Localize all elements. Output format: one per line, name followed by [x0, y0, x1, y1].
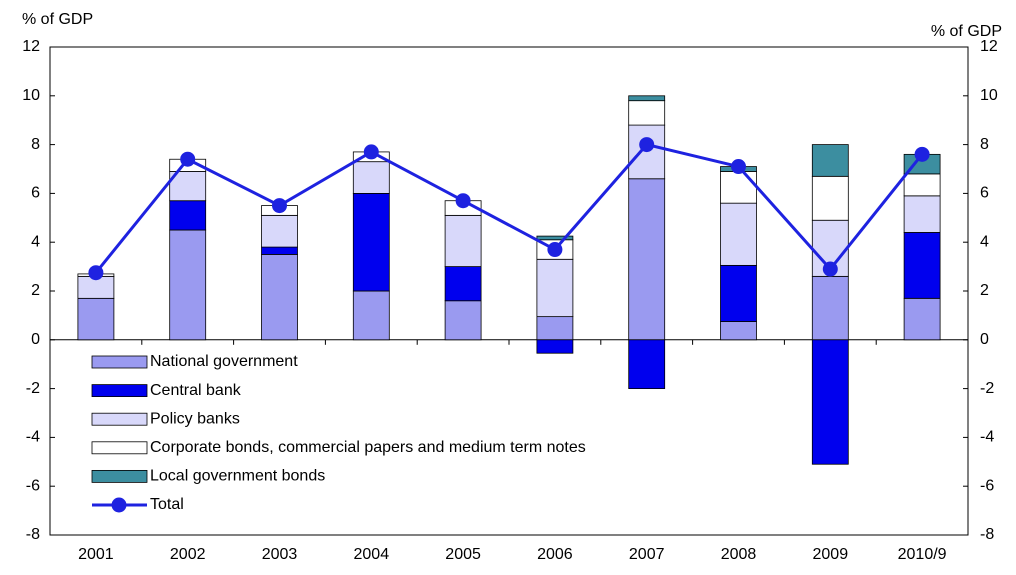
y-tick-label: 10: [22, 87, 40, 104]
legend-swatch: [91, 412, 148, 426]
legend-marker: [111, 497, 127, 513]
y2-tick-label: -8: [980, 526, 994, 543]
bar-segment: [444, 300, 482, 341]
total-marker: [547, 242, 563, 258]
y-tick-label: 6: [31, 185, 40, 202]
y-axis-label: % of GDP: [22, 11, 93, 28]
x-tick-label: 2001: [78, 546, 114, 563]
bar-segment: [628, 95, 666, 102]
bar-segment: [444, 266, 482, 302]
y-tick-label: -4: [26, 429, 40, 446]
y2-tick-label: -2: [980, 380, 994, 397]
legend-swatch: [91, 355, 148, 369]
x-tick-label: 2005: [445, 546, 481, 563]
bar-segment: [261, 246, 298, 255]
bar-segment: [720, 171, 757, 204]
total-marker: [455, 193, 471, 209]
bar-segment: [720, 264, 757, 322]
bar-segment: [536, 316, 574, 341]
bar-segment: [628, 100, 666, 126]
total-marker: [180, 151, 196, 167]
legend-swatch: [91, 441, 148, 455]
legend-label: Corporate bonds, commercial papers and m…: [150, 439, 586, 456]
x-tick-label: 2002: [170, 546, 206, 563]
bar-segment: [720, 202, 757, 266]
bar-segment: [169, 200, 207, 231]
bar-segment: [811, 339, 849, 465]
bar-segment: [536, 235, 574, 241]
x-tick-label: 2010/9: [898, 546, 947, 563]
total-marker: [639, 137, 655, 153]
total-marker: [272, 198, 287, 214]
bar-segment: [720, 321, 757, 341]
x-tick-label: 2009: [813, 546, 849, 563]
bar-segment: [169, 229, 207, 341]
legend-label: Local government bonds: [150, 468, 325, 485]
bar-segment: [811, 175, 849, 221]
bar-segment: [77, 297, 115, 341]
legend-label: National government: [150, 353, 298, 370]
bar-segment: [903, 297, 941, 341]
bar-segment: [444, 214, 482, 268]
bar-segment: [352, 161, 390, 194]
bar-segment: [536, 339, 574, 354]
total-line: [94, 142, 924, 274]
bar-segment: [352, 290, 390, 341]
y2-tick-label: 0: [980, 331, 989, 348]
legend-swatch: [91, 384, 148, 398]
y-tick-label: 0: [31, 331, 40, 348]
total-marker: [731, 159, 746, 175]
bar-segment: [352, 192, 390, 292]
x-tick-label: 2003: [262, 546, 298, 563]
legend-label: Total: [150, 496, 184, 513]
y2-axis-label: % of GDP: [931, 23, 1002, 40]
y-tick-label: -6: [26, 477, 40, 494]
y-tick-label: 12: [22, 38, 40, 55]
bar-segment: [628, 339, 666, 389]
x-tick-label: 2008: [721, 546, 757, 563]
y-tick-label: 4: [31, 233, 40, 250]
x-tick-label: 2007: [629, 546, 665, 563]
y2-tick-label: 2: [980, 282, 989, 299]
y-tick-label: -2: [26, 380, 40, 397]
y2-tick-label: 12: [980, 38, 998, 55]
bar-segment: [536, 258, 574, 318]
bar-segment: [811, 144, 849, 177]
total-marker: [914, 146, 930, 162]
bar-segment: [811, 275, 849, 341]
total-marker: [88, 265, 104, 281]
y2-tick-label: -4: [980, 429, 994, 446]
bar-segment: [903, 173, 941, 197]
total-marker: [822, 261, 838, 277]
y2-tick-label: 4: [980, 233, 989, 250]
bar-segment: [261, 214, 298, 248]
legend-swatch: [91, 469, 148, 483]
y-tick-label: -8: [26, 526, 40, 543]
total-marker: [363, 144, 379, 160]
x-tick-label: 2004: [354, 546, 390, 563]
y-tick-label: 8: [31, 136, 40, 153]
y2-tick-label: 8: [980, 136, 989, 153]
y-tick-label: 2: [31, 282, 40, 299]
bar-segment: [903, 232, 941, 299]
bar-segment: [903, 195, 941, 233]
legend-label: Policy banks: [150, 410, 240, 427]
bar-segment: [261, 253, 298, 341]
y2-tick-label: -6: [980, 477, 994, 494]
x-tick-label: 2006: [537, 546, 573, 563]
y2-tick-label: 6: [980, 185, 989, 202]
bar-segment: [628, 178, 666, 341]
legend-label: Central bank: [150, 382, 242, 399]
y2-tick-label: 10: [980, 87, 998, 104]
